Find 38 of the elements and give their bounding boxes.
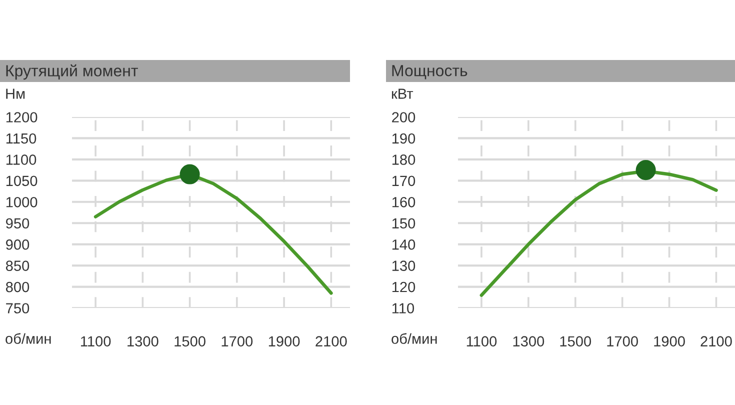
y-tick-label: 1200 bbox=[6, 112, 38, 122]
x-tick-label: 1100 bbox=[80, 336, 111, 346]
y-tick-label: 950 bbox=[6, 218, 30, 229]
y-tick-label: 120 bbox=[392, 282, 416, 292]
y-tick-label: 130 bbox=[392, 260, 416, 271]
y-tick-label: 900 bbox=[6, 239, 30, 250]
x-tick-label: 1700 bbox=[222, 336, 253, 346]
y-tick-label: 190 bbox=[392, 133, 416, 144]
y-tick-label: 1150 bbox=[6, 133, 36, 144]
x-tick-label: 1700 bbox=[607, 336, 638, 346]
x-tick-label: 1500 bbox=[560, 336, 592, 346]
y-axis-title: кВт bbox=[392, 88, 414, 99]
y-tick-label: 850 bbox=[6, 260, 30, 271]
y-tick-label: 1100 bbox=[6, 154, 36, 165]
x-tick-label: 1300 bbox=[128, 336, 158, 346]
x-axis-title: об/мин bbox=[392, 333, 437, 344]
y-tick-label: 200 bbox=[392, 112, 416, 122]
x-tick-label: 2100 bbox=[316, 336, 347, 346]
y-tick-label: 1000 bbox=[6, 196, 38, 208]
y-tick-label: 160 bbox=[392, 196, 416, 208]
x-tick-label: 1300 bbox=[513, 336, 544, 346]
y-tick-label: 1050 bbox=[6, 176, 38, 186]
y-tick-label: 750 bbox=[6, 303, 30, 314]
y-tick-label: 800 bbox=[6, 282, 30, 292]
y-tick-label: 140 bbox=[392, 239, 416, 250]
chart-title: Крутящий момент bbox=[6, 64, 138, 80]
y-tick-label: 110 bbox=[392, 303, 414, 314]
y-axis-title: Нм bbox=[6, 88, 25, 99]
x-tick-label: 1100 bbox=[466, 336, 497, 346]
x-tick-label: 1900 bbox=[654, 336, 685, 346]
y-tick-label: 170 bbox=[392, 176, 416, 186]
x-axis-title: об/мин bbox=[6, 333, 51, 344]
chart-title: Мощность bbox=[392, 65, 468, 80]
y-tick-label: 150 bbox=[392, 218, 416, 229]
y-tick-label: 180 bbox=[392, 154, 416, 165]
x-tick-label: 1900 bbox=[268, 336, 300, 346]
x-tick-label: 2100 bbox=[700, 336, 732, 346]
x-tick-label: 1500 bbox=[174, 336, 206, 346]
